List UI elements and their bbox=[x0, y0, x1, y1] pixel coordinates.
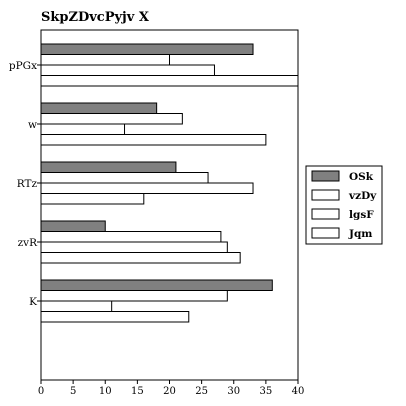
y-axis-tick-labels: pPGx w RTz zvR K bbox=[9, 60, 41, 308]
chart-title: SkpZDvcPyjv X bbox=[41, 10, 150, 25]
bar-vzDy-pPGx bbox=[40, 54, 170, 66]
y-tick-label-K: K bbox=[29, 296, 37, 308]
legend-label-OSk: OSk bbox=[349, 171, 374, 183]
bars-group bbox=[40, 43, 299, 323]
bar-OSk-w bbox=[40, 102, 158, 114]
bar-lgsF-RTz bbox=[40, 182, 254, 194]
bar-lgsF-K bbox=[40, 300, 113, 312]
x-tick-label-25: 25 bbox=[195, 386, 208, 397]
x-tick-label-35: 35 bbox=[260, 386, 273, 397]
bar-OSk-K bbox=[40, 279, 273, 291]
y-tick-label-RTz: RTz bbox=[17, 178, 38, 190]
bar-Jqm-zvR bbox=[40, 252, 241, 264]
x-tick-label-15: 15 bbox=[131, 386, 144, 397]
legend-label-Jqm: Jqm bbox=[348, 228, 372, 240]
bar-Jqm-pPGx bbox=[40, 75, 299, 87]
bar-vzDy-RTz bbox=[40, 172, 209, 184]
x-tick-label-5: 5 bbox=[70, 386, 76, 397]
x-axis-ticks: 0 5 10 15 20 25 30 35 40 bbox=[38, 380, 305, 397]
bar-Jqm-K bbox=[40, 311, 190, 323]
bar-lgsF-w bbox=[40, 123, 126, 135]
legend: OSk vzDy lgsF Jqm bbox=[305, 165, 383, 245]
x-tick-label-30: 30 bbox=[227, 386, 240, 397]
bar-Jqm-RTz bbox=[40, 193, 145, 205]
bar-lgsF-pPGx bbox=[40, 64, 215, 76]
x-tick-label-20: 20 bbox=[163, 386, 176, 397]
bar-vzDy-zvR bbox=[40, 231, 222, 243]
legend-swatch-Jqm bbox=[311, 227, 340, 239]
y-tick-label-pPGx: pPGx bbox=[9, 60, 37, 72]
bar-OSk-zvR bbox=[40, 220, 106, 232]
bar-lgsF-zvR bbox=[40, 241, 228, 253]
y-tick-label-zvR: zvR bbox=[18, 237, 38, 249]
x-tick-label-0: 0 bbox=[38, 386, 44, 397]
legend-label-vzDy: vzDy bbox=[348, 190, 377, 202]
legend-swatch-OSk bbox=[311, 170, 340, 182]
y-tick-label-w: w bbox=[28, 119, 37, 131]
x-tick-label-10: 10 bbox=[99, 386, 112, 397]
bar-vzDy-K bbox=[40, 290, 228, 302]
legend-label-lgsF: lgsF bbox=[349, 209, 374, 221]
bar-OSk-RTz bbox=[40, 161, 177, 173]
bar-Jqm-w bbox=[40, 134, 267, 146]
legend-swatch-vzDy bbox=[311, 189, 340, 201]
bar-OSk-pPGx bbox=[40, 43, 254, 55]
x-tick-label-40: 40 bbox=[292, 386, 305, 397]
bar-vzDy-w bbox=[40, 113, 183, 125]
legend-swatch-lgsF bbox=[311, 208, 340, 220]
